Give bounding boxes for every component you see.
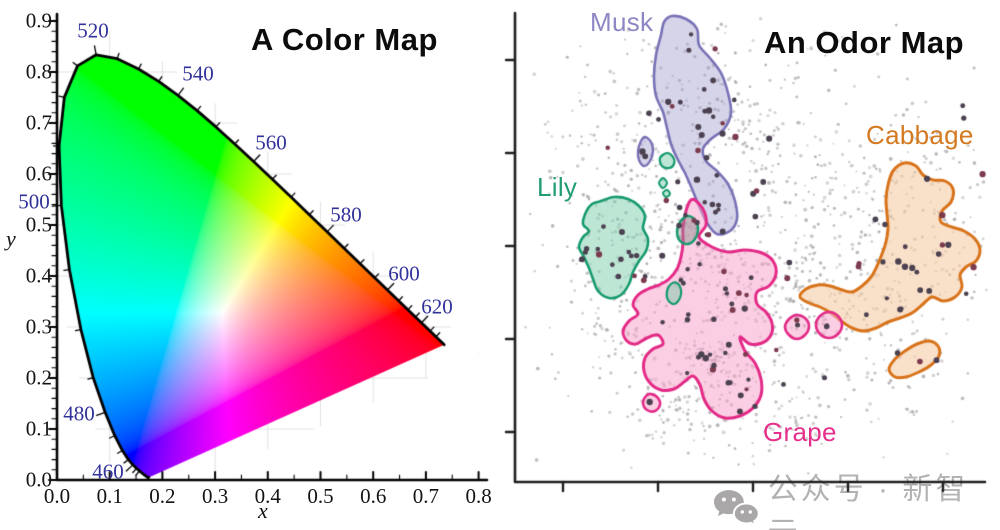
y-axis-label: y bbox=[6, 226, 16, 251]
y-tick-label: 0.8 bbox=[25, 59, 52, 84]
cluster-label-lily: Lily bbox=[537, 172, 578, 202]
wavelength-label-540: 540 bbox=[182, 61, 214, 86]
wavelength-label-460: 460 bbox=[92, 459, 124, 484]
wavelength-label-580: 580 bbox=[330, 202, 362, 227]
cluster-label-cabbage: Cabbage bbox=[866, 120, 974, 150]
x-tick-label: 0.5 bbox=[307, 484, 334, 508]
x-tick-label: 0.2 bbox=[149, 484, 176, 508]
cluster-label-grape: Grape bbox=[763, 417, 837, 447]
y-tick-label: 0.7 bbox=[25, 110, 52, 135]
odor-map-title: An Odor Map bbox=[764, 25, 965, 60]
x-tick-label: 0.7 bbox=[412, 484, 440, 508]
wavelength-label-560: 560 bbox=[255, 130, 287, 155]
x-tick-label: 0.6 bbox=[360, 484, 387, 508]
cluster-label-musk: Musk bbox=[590, 7, 654, 37]
color-map-title: A Color Map bbox=[251, 22, 438, 57]
y-tick-label: 0.0 bbox=[25, 467, 52, 492]
y-tick-label: 0.4 bbox=[25, 263, 52, 288]
y-tick-label: 0.1 bbox=[25, 416, 52, 441]
wavelength-label-620: 620 bbox=[421, 294, 453, 319]
wavelength-label-500: 500 bbox=[18, 189, 50, 214]
wavelength-label-600: 600 bbox=[388, 261, 420, 286]
wavelength-label-480: 480 bbox=[63, 401, 95, 426]
y-tick-label: 0.6 bbox=[25, 161, 52, 186]
x-axis-label: x bbox=[258, 498, 268, 523]
x-tick-label: 0.0 bbox=[43, 484, 71, 508]
x-tick-label: 0.4 bbox=[254, 484, 281, 508]
y-tick-label: 0.3 bbox=[25, 314, 52, 339]
y-tick-label: 0.5 bbox=[25, 212, 52, 237]
y-tick-label: 0.2 bbox=[25, 365, 52, 390]
wavelength-label-520: 520 bbox=[77, 18, 109, 43]
x-tick-label: 0.3 bbox=[201, 484, 229, 508]
x-tick-label: 0.8 bbox=[465, 484, 492, 508]
y-tick-label: 0.9 bbox=[25, 8, 52, 33]
x-tick-label: 0.1 bbox=[96, 484, 123, 508]
